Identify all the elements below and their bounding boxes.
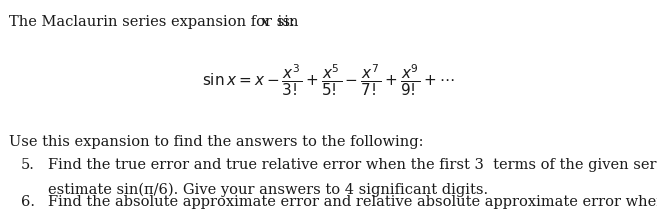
- Text: is:: is:: [273, 15, 294, 29]
- Text: Find the absolute approximate error and relative absolute approximate error when: Find the absolute approximate error and …: [48, 195, 657, 209]
- Text: Use this expansion to find the answers to the following:: Use this expansion to find the answers t…: [9, 135, 423, 149]
- Text: estimate sin(π/6). Give your answers to 4 significant digits.: estimate sin(π/6). Give your answers to …: [48, 182, 488, 197]
- Text: 6.: 6.: [21, 195, 35, 209]
- Text: $\sin x = x - \dfrac{x^3}{3!} + \dfrac{x^5}{5!} - \dfrac{x^7}{7!} + \dfrac{x^9}{: $\sin x = x - \dfrac{x^3}{3!} + \dfrac{x…: [202, 63, 455, 98]
- Text: 5.: 5.: [21, 158, 35, 172]
- Text: Find the true error and true relative error when the first 3  terms of the given: Find the true error and true relative er…: [48, 158, 657, 172]
- Text: The Maclaurin series expansion for sin: The Maclaurin series expansion for sin: [9, 15, 303, 29]
- Text: x: x: [261, 15, 269, 29]
